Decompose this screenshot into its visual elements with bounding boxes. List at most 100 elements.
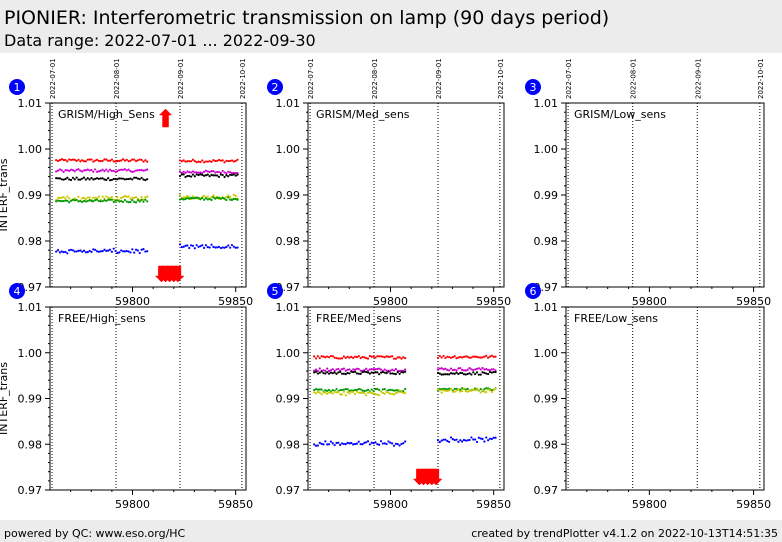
data-point [56,177,60,180]
data-point [71,176,75,179]
data-point [58,196,62,200]
data-point [466,439,469,442]
data-point [129,159,132,162]
data-point [446,373,449,376]
data-point [340,393,344,396]
y-tick-label: 1.01 [18,301,43,314]
data-point [376,355,379,358]
date-label: 2022-08-01 [371,58,379,99]
data-point [108,168,112,171]
data-point [221,246,224,249]
data-point [350,370,353,373]
data-point [116,199,119,202]
data-point [404,370,407,373]
data-point [77,168,80,171]
data-point [210,169,213,173]
data-point [134,196,138,199]
data-point [58,168,62,171]
data-point [116,178,119,181]
data-point [144,198,147,201]
data-point [133,158,136,161]
data-point [123,159,126,162]
data-point [79,199,82,203]
data-point [394,389,397,392]
data-point [99,200,102,203]
data-point [352,390,355,394]
data-point [227,170,230,173]
chart-panel-1: 2022-07-01 2022-08-01 2022-09-01 2022-10-01… [0,58,253,308]
data-point [479,373,482,376]
data-point [479,387,482,391]
footer-credit: powered by QC: www.eso.org/HC [4,527,186,540]
data-point [316,388,320,391]
data-point [348,368,351,371]
data-point [461,389,464,393]
data-point [221,173,224,177]
data-point [400,357,403,360]
data-point [461,356,464,359]
data-point [103,170,106,173]
data-point [204,169,208,172]
data-point [94,168,97,171]
data-point [314,444,318,447]
data-point [485,387,488,390]
data-point [225,245,228,249]
data-point [318,391,321,394]
data-point [229,198,232,201]
data-point [477,356,480,359]
data-point [404,440,407,443]
data-point [346,391,349,394]
data-point [383,387,386,391]
data-point [370,392,373,395]
data-point [208,175,211,178]
data-point [112,200,115,204]
data-point [236,171,239,175]
data-point [232,173,235,176]
data-point [402,389,405,393]
data-point [210,160,213,163]
plot-frame [565,102,765,288]
data-point [191,158,195,161]
data-point [391,372,394,375]
data-point [368,368,371,371]
data-point [131,158,134,161]
data-point [142,200,145,203]
plot-frame [307,306,505,491]
data-point [95,177,99,180]
data-point [125,195,128,198]
data-point [206,170,209,173]
data-point [368,391,371,394]
data-point [101,177,104,180]
data-point [342,442,345,446]
data-point [94,248,97,251]
data-point [387,391,390,394]
data-point [477,373,480,376]
data-point [219,173,222,176]
plot-frame [307,102,505,288]
data-point [488,389,492,392]
data-point [363,370,366,373]
data-point [125,177,128,181]
data-point [62,158,65,162]
data-point [385,355,388,358]
data-point [481,389,484,392]
data-point [333,356,336,359]
data-point [125,200,128,203]
panel-label: FREE/Med_sens [316,312,402,325]
data-point [466,355,469,358]
data-point [455,369,458,372]
data-point [186,194,189,198]
data-point [383,392,386,395]
data-point [320,388,323,391]
x-tick-label: 59800 [632,498,667,511]
data-point [203,198,206,201]
data-point [210,198,213,202]
data-point [440,439,443,442]
data-point [82,196,86,199]
data-point [470,373,473,376]
data-point [472,388,475,391]
data-point [68,158,71,161]
data-point [396,356,399,359]
date-label: 2022-08-01 [630,58,638,99]
data-point [66,252,69,255]
